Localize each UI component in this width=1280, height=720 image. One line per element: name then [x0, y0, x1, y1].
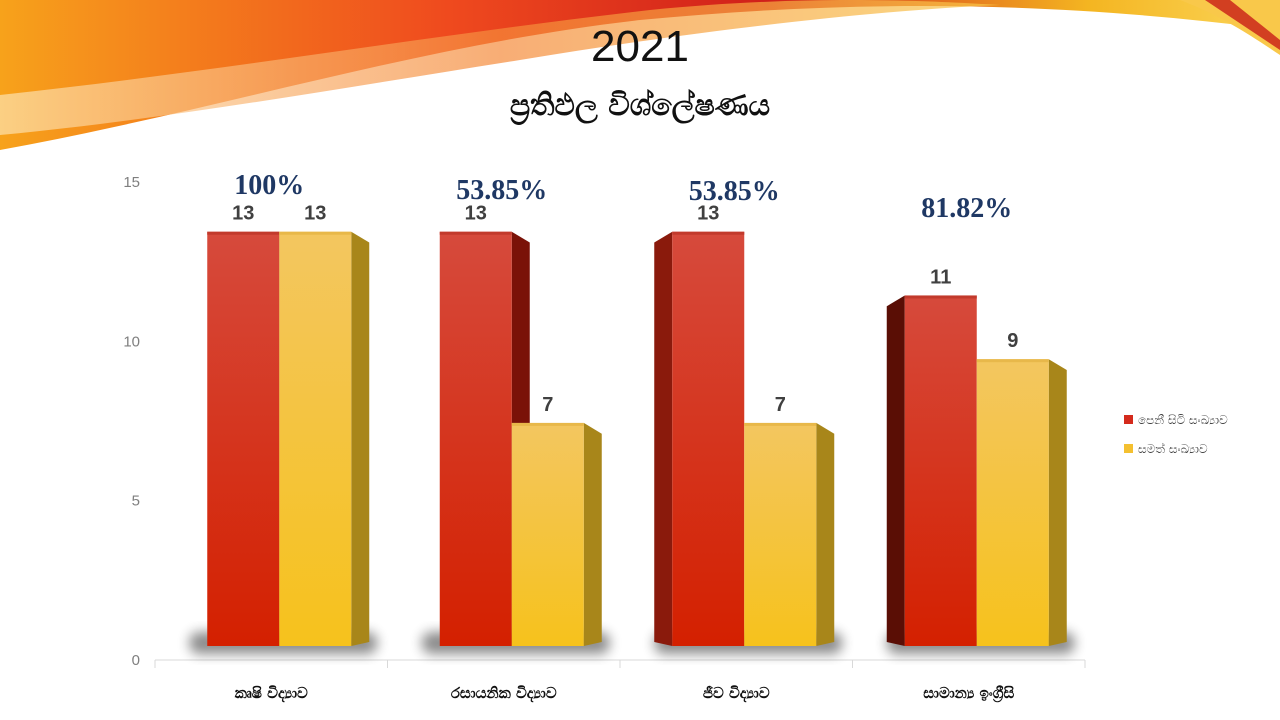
data-label: 7 [775, 394, 786, 416]
legend-swatch [1124, 444, 1133, 453]
data-label: 7 [542, 394, 553, 416]
legend-swatch [1124, 415, 1133, 424]
bar-appeared [904, 295, 977, 646]
percentage-label: 53.85% [689, 176, 780, 207]
bar-passed [744, 422, 817, 646]
bar-side [816, 422, 835, 646]
bar-passed [279, 231, 352, 646]
bar-passed [976, 359, 1049, 646]
y-tick-label: 0 [132, 652, 140, 669]
legend-label: පෙනී සිටි සංඛ්‍යාව [1138, 413, 1228, 427]
bar-side [654, 231, 673, 646]
data-label: 13 [232, 203, 254, 225]
bar-appeared [439, 231, 512, 646]
bar-side [1048, 359, 1067, 646]
percentage-label: 53.85% [456, 175, 547, 206]
percentage-label: 81.82% [921, 193, 1012, 224]
bar-top [976, 359, 1049, 363]
data-label: 13 [465, 203, 487, 225]
category-label: සාමාන්‍ය ඉංග්‍රීසි [923, 684, 1014, 704]
y-tick-label: 10 [123, 333, 140, 350]
category-label: කෘෂි විද්‍යාව [235, 684, 308, 703]
bar-side [351, 231, 370, 646]
percentage-label: 100% [234, 170, 304, 201]
bar-top [672, 231, 745, 235]
legend-label: සමත් සංඛ්‍යාව [1138, 442, 1208, 456]
y-tick-label: 5 [132, 493, 140, 510]
bar-appeared [672, 231, 745, 646]
bar-top [511, 422, 584, 426]
decorative-swoosh-banner [0, 0, 1280, 150]
bar-side [886, 295, 905, 646]
bar-top [279, 231, 352, 235]
category-label: ජීව විද්‍යාව [703, 684, 770, 703]
bar-side [583, 422, 602, 646]
category-label: රසායනික විද්‍යාව [451, 684, 557, 703]
bar-appeared [207, 231, 280, 646]
bar-top [744, 422, 817, 426]
bar-top [207, 231, 280, 235]
y-tick-label: 15 [123, 174, 140, 191]
bar-passed [511, 422, 584, 646]
page-subtitle: ප්‍රතිඵල විශ්ලේෂණය [509, 88, 771, 123]
data-label: 11 [930, 266, 951, 288]
data-label: 9 [1007, 330, 1018, 352]
data-label: 13 [304, 203, 326, 225]
page-title: 2021 [591, 22, 689, 71]
bar-top [904, 295, 977, 299]
data-label: 13 [697, 203, 719, 225]
bar-top [439, 231, 512, 235]
